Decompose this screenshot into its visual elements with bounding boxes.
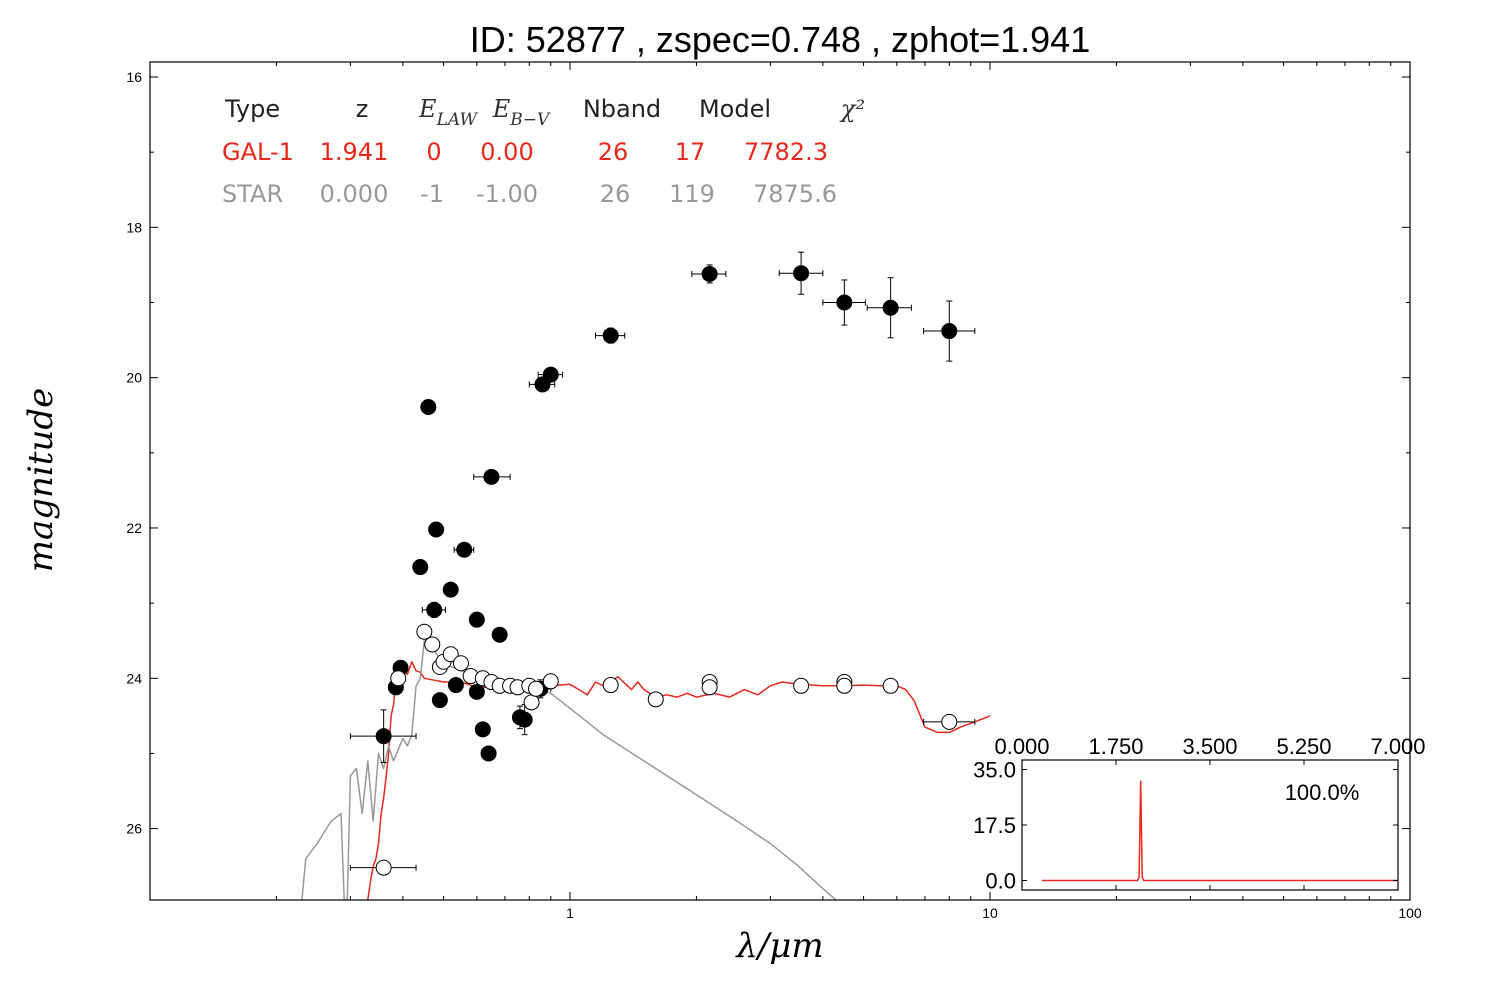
inset-y-tick-label: 17.5	[973, 813, 1016, 838]
observed-point-10	[456, 541, 473, 558]
table-cell: 0	[426, 138, 441, 166]
model-point-15	[523, 694, 540, 711]
observed-point-8	[442, 581, 459, 598]
inset-x-tick-label: 3.500	[1182, 734, 1237, 759]
galaxy-curve	[367, 661, 991, 900]
axes: 16 18 20 22 24 26 1 10 100	[126, 61, 1422, 921]
model-point-19	[647, 691, 664, 708]
observed-point-0	[375, 728, 392, 745]
inset-x-tick-label: 5.250	[1276, 734, 1331, 759]
model-point-1	[390, 670, 407, 687]
table-header: Model	[699, 95, 771, 123]
x-tick-label: 1	[566, 905, 574, 921]
model-point-26	[941, 713, 958, 730]
observed-point-6	[428, 521, 445, 538]
observed-point-24	[793, 265, 810, 282]
observed-point-27	[941, 323, 958, 340]
inset-y-tick-label: 35.0	[973, 758, 1016, 783]
model-point-0	[375, 859, 392, 876]
inset-x-tick-label: 1.750	[1088, 734, 1143, 759]
plot-border	[149, 61, 1411, 901]
y-tick-label: 22	[126, 520, 142, 536]
model-point-24	[836, 677, 853, 694]
table-cell: 1.941	[320, 138, 389, 166]
fit-table: Type z ELAW EB−V Nband Model χ² GAL-1 1.941 0 0.00…	[222, 95, 865, 208]
table-cell: 7782.3	[744, 138, 828, 166]
pdz-inset: 0.000 1.750 3.500 5.250 7.000 0.0 17.5 35.0 100.…	[973, 734, 1425, 893]
observed-point-18	[516, 711, 533, 728]
table-cell: -1	[420, 180, 444, 208]
observed-point-5	[426, 601, 443, 618]
table-cell: 17	[675, 138, 706, 166]
table-cell: 26	[600, 180, 631, 208]
model-point-16	[528, 680, 545, 697]
pdz-curve	[1042, 780, 1398, 882]
observed-point-15	[480, 745, 497, 762]
y-axis-label: magnitude	[21, 388, 61, 573]
y-tick-label: 18	[126, 219, 142, 235]
x-tick-label: 10	[982, 905, 998, 921]
observed-point-14	[483, 468, 500, 485]
observed-point-23	[701, 265, 718, 282]
table-header: Nband	[583, 95, 661, 123]
table-cell: 0.00	[480, 138, 533, 166]
model-point-22	[793, 677, 810, 694]
observed-point-25	[836, 294, 853, 311]
observed-point-16	[491, 626, 508, 643]
x-axis-label: λ/μm	[734, 926, 823, 966]
inset-x-tick-label: 7.000	[1370, 734, 1425, 759]
pdz-percent-label: 100.0%	[1285, 780, 1360, 805]
y-tick-label: 20	[126, 370, 142, 386]
table-header: ELAW	[418, 95, 478, 130]
observed-point-4	[420, 398, 437, 415]
observed-point-11	[468, 611, 485, 628]
table-header: Type	[224, 95, 280, 123]
data-points	[349, 251, 976, 876]
observed-point-3	[412, 559, 429, 576]
model-point-6	[442, 646, 459, 663]
inset-y-tick-label: 0.0	[985, 868, 1016, 893]
y-tick-label: 26	[126, 821, 142, 837]
table-cell: 7875.6	[753, 180, 837, 208]
observed-point-9	[447, 677, 464, 694]
model-point-7	[452, 655, 469, 672]
inset-frame	[1021, 759, 1399, 891]
y-tick-label: 16	[126, 69, 142, 85]
observed-point-13	[474, 721, 491, 738]
table-header: EB−V	[492, 95, 551, 130]
table-header: χ²	[839, 95, 865, 123]
model-point-17	[542, 673, 559, 690]
observed-point-26	[882, 299, 899, 316]
table-cell: 119	[669, 180, 715, 208]
observed-point-22	[602, 327, 619, 344]
model-point-2	[416, 623, 433, 640]
model-point-21	[701, 679, 718, 696]
table-cell: GAL-1	[222, 138, 294, 166]
table-cell: 26	[598, 138, 629, 166]
chart-title: ID: 52877 , zspec=0.748 , zphot=1.941	[470, 19, 1090, 60]
model-curves	[301, 639, 991, 900]
table-cell: -1.00	[476, 180, 538, 208]
table-header: z	[356, 95, 369, 123]
model-point-3	[424, 636, 441, 653]
observed-point-7	[431, 692, 448, 709]
x-tick-label: 100	[1398, 905, 1422, 921]
y-tick-label: 24	[126, 670, 142, 686]
model-point-18	[602, 677, 619, 694]
table-cell: STAR	[222, 180, 283, 208]
table-cell: 0.000	[320, 180, 389, 208]
star-curve	[301, 639, 837, 900]
observed-point-21	[542, 366, 559, 383]
inset-x-tick-label: 0.000	[994, 734, 1049, 759]
model-point-25	[882, 677, 899, 694]
observed-point-12	[468, 683, 485, 700]
